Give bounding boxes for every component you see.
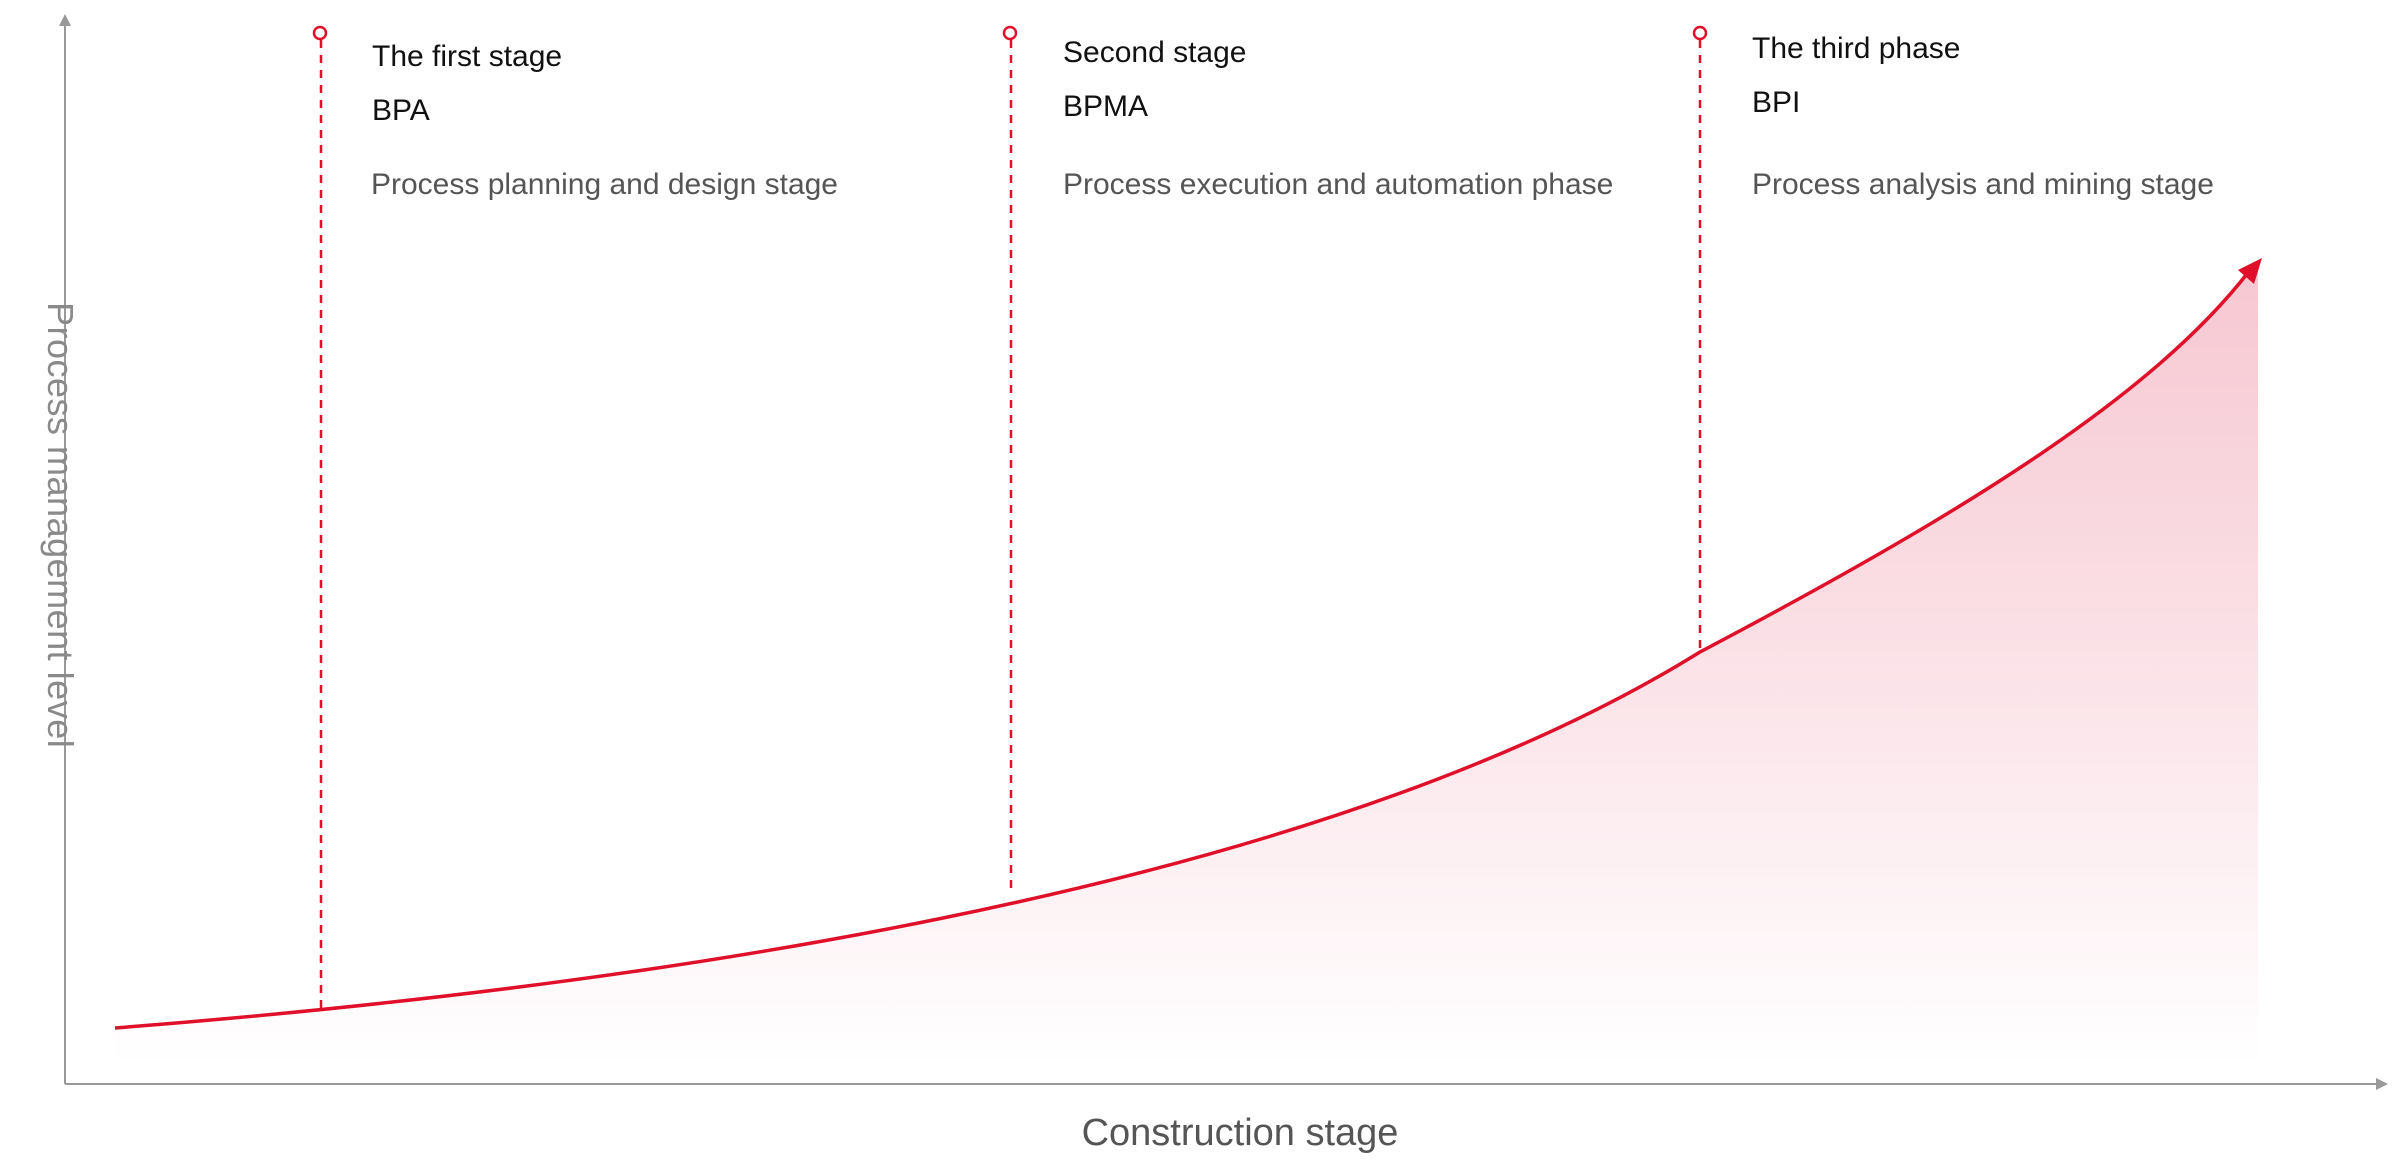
stage-3-name: The third phase bbox=[1752, 32, 1961, 65]
stage-2-abbr: BPMA bbox=[1063, 90, 1149, 123]
y-axis-arrow-icon bbox=[59, 14, 71, 26]
growth-curve-arrow-icon bbox=[2238, 258, 2262, 284]
stage-1-abbr: BPA bbox=[372, 94, 430, 127]
growth-curve bbox=[114, 268, 2252, 1030]
stage-3-marker-pin-icon bbox=[1692, 25, 1708, 41]
stage-2-name: Second stage bbox=[1063, 36, 1247, 69]
curve-area-fill bbox=[115, 262, 2258, 1065]
x-axis-label: Construction stage bbox=[1081, 1112, 1399, 1154]
stage-2-marker-pin-icon bbox=[1002, 25, 1018, 41]
x-axis-arrow-icon bbox=[2376, 1078, 2388, 1090]
stage-2-description: Process execution and automation phase bbox=[1063, 168, 1614, 201]
stage-3-description: Process analysis and mining stage bbox=[1752, 168, 2214, 201]
stage-1-name: The first stage bbox=[372, 40, 563, 73]
stage-1-description: Process planning and design stage bbox=[371, 168, 838, 201]
y-axis-label: Process management level bbox=[40, 301, 81, 749]
stage-3-abbr: BPI bbox=[1752, 86, 1801, 119]
stage-1-marker-pin-icon bbox=[312, 25, 328, 41]
